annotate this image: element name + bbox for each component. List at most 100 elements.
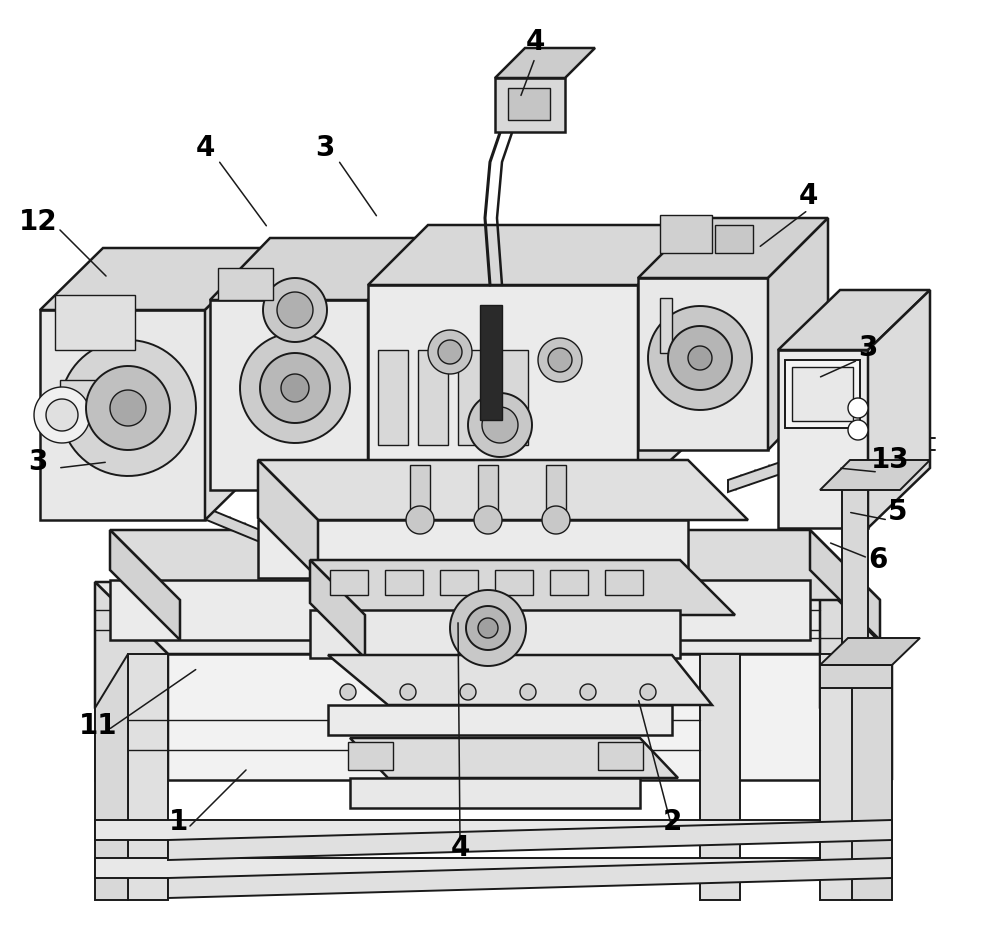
Polygon shape	[688, 346, 712, 370]
Bar	[480, 305, 502, 420]
Polygon shape	[110, 530, 180, 640]
Polygon shape	[438, 340, 462, 364]
Polygon shape	[495, 78, 565, 132]
Bar	[385, 570, 423, 595]
Bar	[660, 215, 712, 253]
Polygon shape	[495, 48, 595, 78]
Polygon shape	[210, 238, 428, 300]
Polygon shape	[350, 738, 678, 778]
Polygon shape	[648, 306, 752, 410]
Bar	[418, 350, 448, 445]
Polygon shape	[468, 393, 532, 457]
Bar	[660, 298, 672, 353]
Polygon shape	[406, 506, 434, 534]
Polygon shape	[868, 290, 930, 528]
Polygon shape	[820, 654, 860, 900]
Bar	[550, 570, 588, 595]
Polygon shape	[368, 285, 638, 490]
Polygon shape	[368, 225, 698, 285]
Text: 3: 3	[315, 134, 335, 162]
Text: 4: 4	[525, 28, 545, 56]
Text: 4: 4	[798, 182, 818, 210]
Polygon shape	[482, 407, 518, 443]
Bar	[55, 295, 135, 350]
Polygon shape	[542, 506, 570, 534]
Polygon shape	[110, 390, 146, 426]
Bar	[715, 225, 753, 253]
Text: 1: 1	[168, 808, 188, 836]
Polygon shape	[46, 399, 78, 431]
Polygon shape	[263, 278, 327, 342]
Polygon shape	[310, 560, 365, 658]
Polygon shape	[258, 460, 318, 578]
Polygon shape	[848, 420, 868, 440]
Polygon shape	[638, 278, 768, 450]
Bar	[605, 570, 643, 595]
Bar	[218, 268, 273, 300]
Polygon shape	[768, 218, 828, 450]
Polygon shape	[168, 820, 892, 860]
Polygon shape	[428, 330, 472, 374]
Polygon shape	[281, 374, 309, 402]
Polygon shape	[368, 238, 428, 490]
Polygon shape	[95, 820, 820, 840]
Bar	[440, 570, 478, 595]
Text: 3: 3	[858, 334, 878, 362]
Polygon shape	[258, 460, 748, 520]
Bar	[508, 88, 550, 120]
Polygon shape	[778, 290, 930, 350]
Polygon shape	[328, 705, 672, 735]
Polygon shape	[310, 610, 680, 658]
Text: 5: 5	[888, 498, 908, 526]
Polygon shape	[40, 310, 205, 520]
Text: 6: 6	[868, 546, 888, 574]
Text: 12: 12	[19, 208, 57, 236]
Text: 4: 4	[195, 134, 215, 162]
Polygon shape	[810, 530, 880, 640]
Polygon shape	[842, 480, 868, 680]
Polygon shape	[60, 340, 196, 476]
Polygon shape	[580, 684, 596, 700]
Polygon shape	[548, 348, 572, 372]
Polygon shape	[40, 248, 268, 310]
Polygon shape	[340, 684, 356, 700]
Bar	[598, 742, 643, 770]
Polygon shape	[168, 858, 892, 898]
Polygon shape	[778, 350, 868, 528]
Polygon shape	[852, 638, 892, 900]
Polygon shape	[728, 428, 880, 492]
Polygon shape	[128, 654, 168, 900]
Polygon shape	[520, 684, 536, 700]
Bar	[348, 742, 393, 770]
Polygon shape	[328, 655, 712, 705]
Polygon shape	[450, 590, 526, 666]
Polygon shape	[277, 292, 313, 328]
Polygon shape	[700, 654, 740, 900]
Polygon shape	[95, 654, 820, 780]
Polygon shape	[400, 684, 416, 700]
Polygon shape	[474, 506, 502, 534]
Polygon shape	[538, 338, 582, 382]
Bar	[546, 465, 566, 515]
Bar	[378, 350, 408, 445]
Bar	[478, 465, 498, 515]
Bar	[330, 570, 368, 595]
Polygon shape	[820, 665, 892, 688]
Bar	[410, 465, 430, 515]
Polygon shape	[820, 638, 920, 665]
Polygon shape	[668, 326, 732, 390]
Polygon shape	[820, 460, 930, 490]
Bar	[458, 350, 488, 445]
Text: 13: 13	[871, 446, 909, 474]
Polygon shape	[460, 684, 476, 700]
Polygon shape	[86, 366, 170, 450]
Text: 2: 2	[662, 808, 682, 836]
Bar	[60, 380, 110, 415]
Polygon shape	[95, 654, 128, 900]
Polygon shape	[478, 618, 498, 638]
Polygon shape	[638, 218, 828, 278]
Polygon shape	[640, 684, 656, 700]
Polygon shape	[95, 582, 892, 654]
Polygon shape	[110, 530, 880, 600]
Polygon shape	[240, 333, 350, 443]
